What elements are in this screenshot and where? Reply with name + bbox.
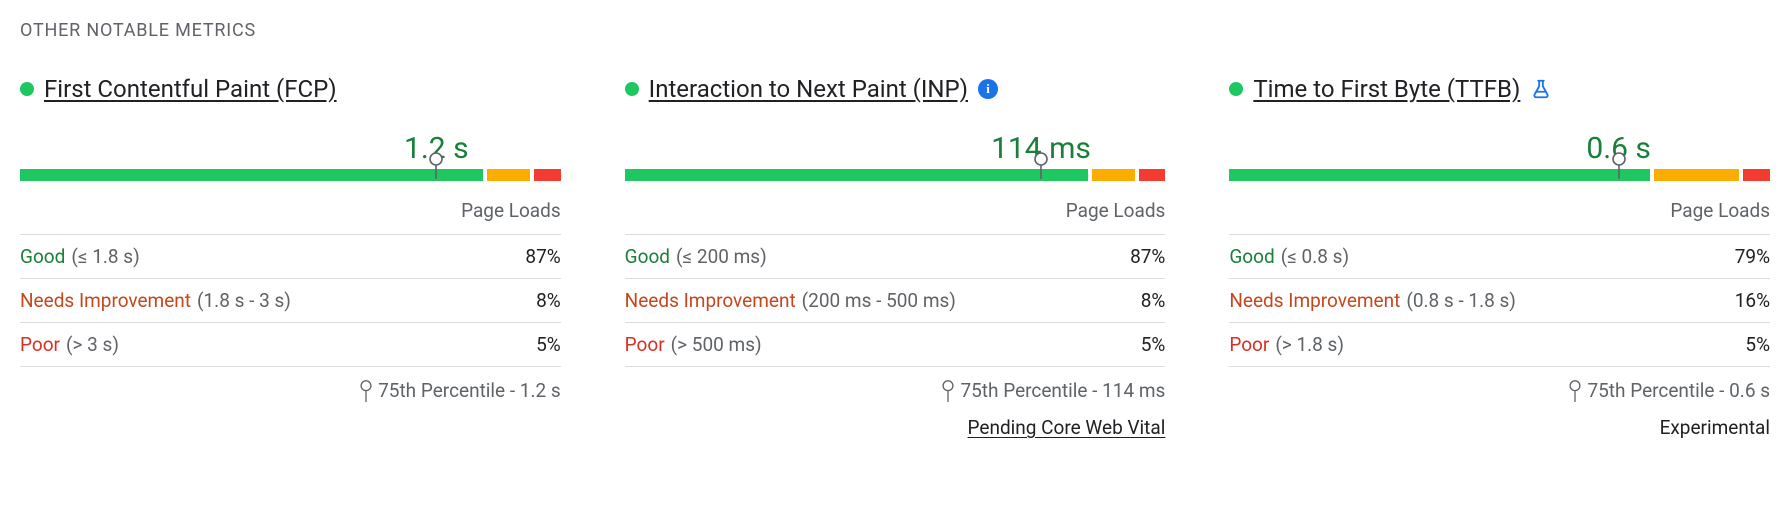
dist-segment-good — [20, 169, 483, 181]
dist-segment-poor — [1139, 169, 1166, 181]
dist-segment-needs — [487, 169, 530, 181]
status-dot-icon — [20, 82, 34, 96]
metric-value: 0.6 s — [1586, 131, 1651, 166]
percentile-text: 75th Percentile - 0.6 s — [1587, 379, 1770, 402]
dist-segment-needs — [1092, 169, 1135, 181]
threshold-name: Poor — [625, 333, 665, 356]
distribution-bar — [20, 169, 561, 181]
metric-header: First Contentful Paint (FCP) — [20, 75, 561, 103]
threshold-name: Needs Improvement — [20, 289, 191, 312]
threshold-name: Poor — [20, 333, 60, 356]
threshold-row-poor: Poor (> 1.8 s) 5% — [1229, 323, 1770, 367]
threshold-name: Needs Improvement — [1229, 289, 1400, 312]
distribution-bar — [625, 169, 1166, 181]
metric-header: Time to First Byte (TTFB) — [1229, 75, 1770, 103]
threshold-name: Poor — [1229, 333, 1269, 356]
threshold-range: (200 ms - 500 ms) — [802, 289, 956, 312]
metric-value-row: 1.2 s — [20, 131, 561, 169]
threshold-value: 5% — [1141, 333, 1166, 356]
metric-card-ttfb: Time to First Byte (TTFB) 0.6 s Page Loa… — [1229, 75, 1770, 439]
dist-segment-good — [625, 169, 1088, 181]
metric-name-link[interactable]: Time to First Byte (TTFB) — [1253, 75, 1520, 103]
threshold-value: 8% — [1141, 289, 1166, 312]
threshold-row-needs: Needs Improvement (0.8 s - 1.8 s) 16% — [1229, 279, 1770, 323]
threshold-row-poor: Poor (> 3 s) 5% — [20, 323, 561, 367]
percentile-text: 75th Percentile - 114 ms — [960, 379, 1165, 402]
metric-header: Interaction to Next Paint (INP) i — [625, 75, 1166, 103]
metric-value-row: 0.6 s — [1229, 131, 1770, 169]
threshold-range: (1.8 s - 3 s) — [197, 289, 291, 312]
threshold-name: Needs Improvement — [625, 289, 796, 312]
metric-footnote[interactable]: Pending Core Web Vital — [625, 402, 1166, 439]
percentile-line: 75th Percentile - 114 ms — [625, 367, 1166, 402]
threshold-range: (≤ 1.8 s) — [71, 245, 139, 268]
threshold-value: 87% — [1130, 245, 1165, 268]
column-header: Page Loads — [20, 199, 561, 235]
metric-footnote: Experimental — [1229, 402, 1770, 439]
column-header: Page Loads — [625, 199, 1166, 235]
threshold-row-good: Good (≤ 1.8 s) 87% — [20, 235, 561, 279]
dist-segment-poor — [534, 169, 561, 181]
column-header: Page Loads — [1229, 199, 1770, 235]
status-dot-icon — [1229, 82, 1243, 96]
status-dot-icon — [625, 82, 639, 96]
percentile-line: 75th Percentile - 0.6 s — [1229, 367, 1770, 402]
threshold-row-poor: Poor (> 500 ms) 5% — [625, 323, 1166, 367]
metrics-row: First Contentful Paint (FCP) 1.2 s Page … — [20, 75, 1770, 439]
threshold-row-needs: Needs Improvement (200 ms - 500 ms) 8% — [625, 279, 1166, 323]
threshold-name: Good — [625, 245, 670, 268]
info-icon[interactable]: i — [978, 79, 998, 99]
threshold-range: (≤ 200 ms) — [676, 245, 767, 268]
threshold-range: (> 3 s) — [66, 333, 119, 356]
section-title: OTHER NOTABLE METRICS — [20, 20, 1770, 41]
threshold-name: Good — [1229, 245, 1274, 268]
threshold-value: 79% — [1735, 245, 1770, 268]
threshold-value: 5% — [536, 333, 561, 356]
metric-value: 114 ms — [991, 131, 1091, 166]
dist-segment-poor — [1743, 169, 1770, 181]
threshold-row-good: Good (≤ 0.8 s) 79% — [1229, 235, 1770, 279]
metric-name-link[interactable]: Interaction to Next Paint (INP) — [649, 75, 968, 103]
metric-card-fcp: First Contentful Paint (FCP) 1.2 s Page … — [20, 75, 561, 439]
flask-icon[interactable] — [1530, 78, 1552, 100]
threshold-range: (> 1.8 s) — [1275, 333, 1344, 356]
threshold-value: 8% — [536, 289, 561, 312]
percentile-line: 75th Percentile - 1.2 s — [20, 367, 561, 402]
metric-value-row: 114 ms — [625, 131, 1166, 169]
threshold-row-good: Good (≤ 200 ms) 87% — [625, 235, 1166, 279]
metric-value: 1.2 s — [404, 131, 469, 166]
dist-segment-good — [1229, 169, 1650, 181]
dist-segment-needs — [1654, 169, 1739, 181]
percentile-text: 75th Percentile - 1.2 s — [378, 379, 561, 402]
threshold-row-needs: Needs Improvement (1.8 s - 3 s) 8% — [20, 279, 561, 323]
metric-card-inp: Interaction to Next Paint (INP) i 114 ms… — [625, 75, 1166, 439]
threshold-value: 5% — [1745, 333, 1770, 356]
threshold-value: 87% — [525, 245, 560, 268]
threshold-range: (≤ 0.8 s) — [1281, 245, 1349, 268]
threshold-range: (> 500 ms) — [671, 333, 762, 356]
threshold-range: (0.8 s - 1.8 s) — [1406, 289, 1516, 312]
distribution-bar — [1229, 169, 1770, 181]
threshold-name: Good — [20, 245, 65, 268]
threshold-value: 16% — [1735, 289, 1770, 312]
metric-name-link[interactable]: First Contentful Paint (FCP) — [44, 75, 337, 103]
